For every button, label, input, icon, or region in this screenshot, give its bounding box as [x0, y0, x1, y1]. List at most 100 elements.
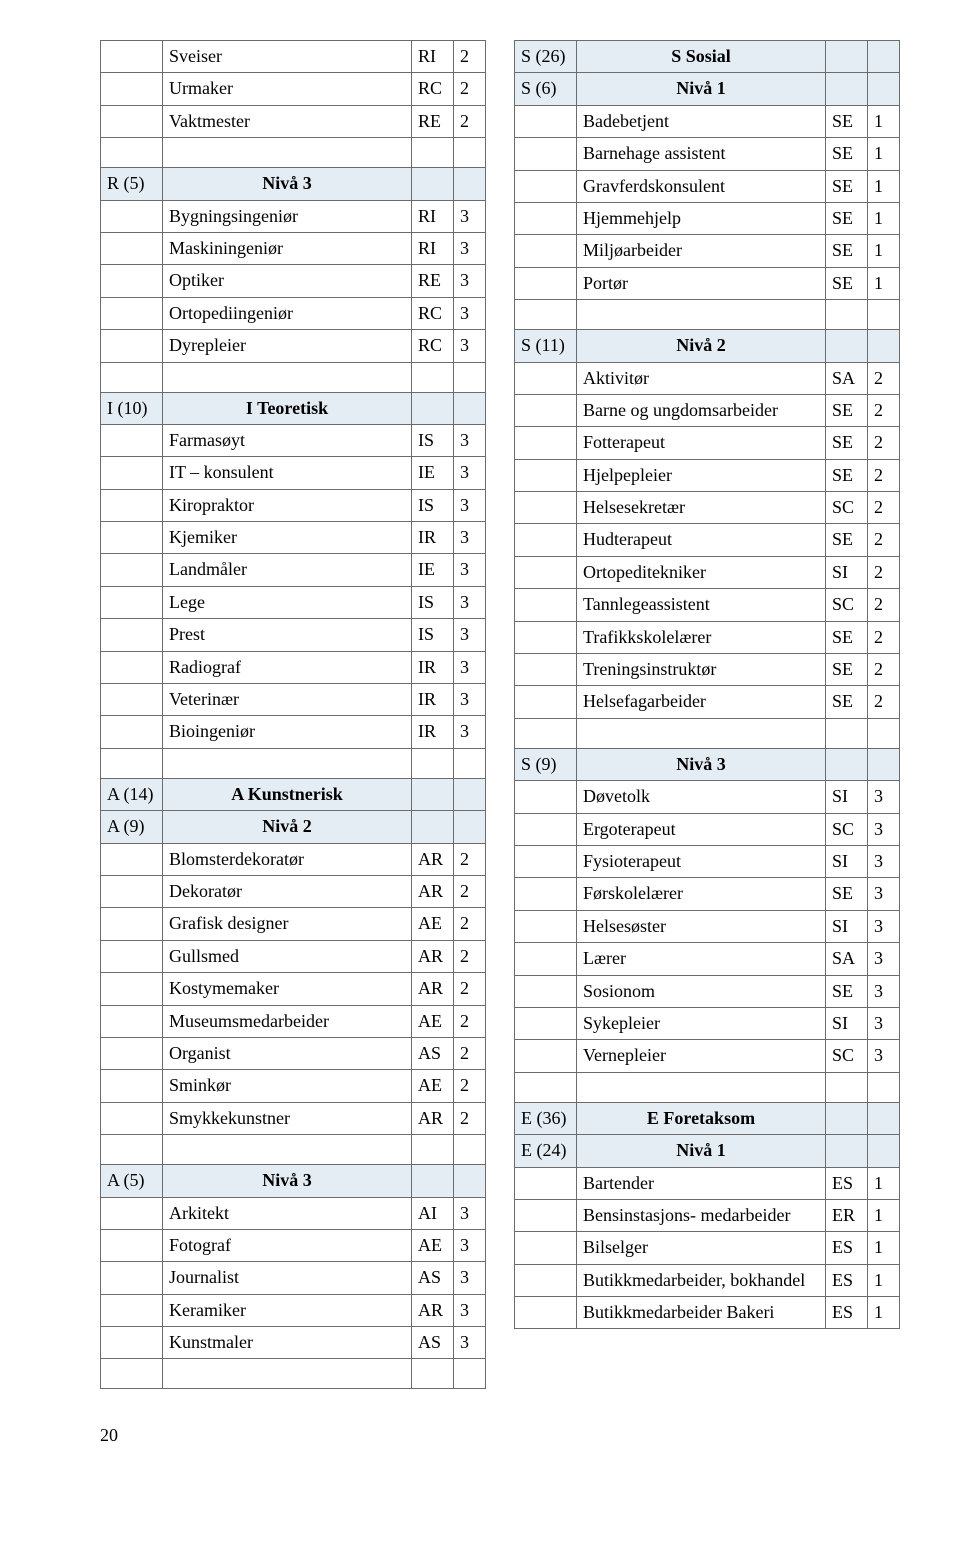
cell-c3: SC — [826, 589, 868, 621]
table-row: HudterapeutSE2 — [515, 524, 900, 556]
cell-c1 — [101, 651, 163, 683]
cell-c2: Blomsterdekoratør — [163, 843, 412, 875]
cell-c4: 3 — [868, 1040, 900, 1072]
cell-c2: Grafisk designer — [163, 908, 412, 940]
cell-c4: 3 — [454, 457, 486, 489]
cell-c1 — [515, 1007, 577, 1039]
table-row: LandmålerIE3 — [101, 554, 486, 586]
cell-c4: 3 — [868, 910, 900, 942]
cell-c1 — [101, 973, 163, 1005]
cell-c1 — [515, 845, 577, 877]
table-row: KjemikerIR3 — [101, 522, 486, 554]
table-row: Bensinstasjons- medarbeiderER1 — [515, 1199, 900, 1231]
cell-c2: S Sosial — [577, 41, 826, 73]
table-row — [515, 718, 900, 748]
cell-c4 — [868, 718, 900, 748]
table-row: UrmakerRC2 — [101, 73, 486, 105]
cell-c4: 1 — [868, 1264, 900, 1296]
cell-c2 — [163, 1135, 412, 1165]
cell-c2: Nivå 3 — [163, 168, 412, 200]
cell-c2: Ortopeditekniker — [577, 556, 826, 588]
cell-c2: Keramiker — [163, 1294, 412, 1326]
cell-c2: Dyrepleier — [163, 330, 412, 362]
cell-c3: ES — [826, 1167, 868, 1199]
cell-c1 — [101, 716, 163, 748]
cell-c4: 3 — [454, 424, 486, 456]
cell-c2: Tannlegeassistent — [577, 589, 826, 621]
cell-c2: Organist — [163, 1037, 412, 1069]
cell-c2: Treningsinstruktør — [577, 654, 826, 686]
cell-c4: 3 — [454, 554, 486, 586]
cell-c3: SE — [826, 975, 868, 1007]
cell-c3: AR — [412, 843, 454, 875]
cell-c1 — [101, 1359, 163, 1389]
cell-c2: Prest — [163, 619, 412, 651]
cell-c3: IE — [412, 554, 454, 586]
cell-c1 — [101, 1005, 163, 1037]
cell-c2 — [163, 138, 412, 168]
cell-c2: Butikkmedarbeider Bakeri — [577, 1297, 826, 1329]
cell-c1 — [101, 940, 163, 972]
table-row — [101, 138, 486, 168]
cell-c2 — [163, 362, 412, 392]
table-row: HelsefagarbeiderSE2 — [515, 686, 900, 718]
cell-c1 — [101, 908, 163, 940]
cell-c1 — [515, 427, 577, 459]
cell-c4: 3 — [454, 489, 486, 521]
cell-c3: AR — [412, 875, 454, 907]
cell-c4: 3 — [454, 232, 486, 264]
cell-c1 — [515, 459, 577, 491]
cell-c4: 2 — [868, 686, 900, 718]
cell-c2: Smykkekunstner — [163, 1102, 412, 1134]
table-row: ErgoterapeutSC3 — [515, 813, 900, 845]
cell-c3 — [412, 392, 454, 424]
cell-c2 — [163, 748, 412, 778]
cell-c1: E (36) — [515, 1102, 577, 1134]
cell-c4: 2 — [868, 589, 900, 621]
cell-c2: Fotograf — [163, 1229, 412, 1261]
table-row: Barnehage assistentSE1 — [515, 138, 900, 170]
cell-c4: 1 — [868, 202, 900, 234]
cell-c4 — [868, 1072, 900, 1102]
cell-c4: 3 — [868, 1007, 900, 1039]
cell-c3 — [826, 1102, 868, 1134]
cell-c4: 2 — [454, 41, 486, 73]
table-row: OrtopediteknikerSI2 — [515, 556, 900, 588]
cell-c1: R (5) — [101, 168, 163, 200]
cell-c3: SE — [826, 235, 868, 267]
cell-c3: SE — [826, 427, 868, 459]
cell-c4: 2 — [454, 940, 486, 972]
cell-c2: Sveiser — [163, 41, 412, 73]
cell-c2: Nivå 2 — [577, 330, 826, 362]
table-row: KunstmalerAS3 — [101, 1327, 486, 1359]
cell-c2: Veterinær — [163, 684, 412, 716]
cell-c1 — [101, 489, 163, 521]
cell-c1 — [515, 105, 577, 137]
cell-c3: IS — [412, 424, 454, 456]
cell-c4: 2 — [868, 427, 900, 459]
cell-c1 — [101, 522, 163, 554]
table-row — [515, 300, 900, 330]
table-row: S (6)Nivå 1 — [515, 73, 900, 105]
cell-c1 — [101, 1070, 163, 1102]
cell-c4: 2 — [868, 524, 900, 556]
table-row: GravferdskonsulentSE1 — [515, 170, 900, 202]
cell-c4: 3 — [454, 716, 486, 748]
cell-c2: IT – konsulent — [163, 457, 412, 489]
cell-c2 — [577, 1072, 826, 1102]
cell-c3 — [412, 138, 454, 168]
table-row: RadiografIR3 — [101, 651, 486, 683]
cell-c4: 3 — [454, 1327, 486, 1359]
cell-c1 — [101, 1135, 163, 1165]
cell-c2: Badebetjent — [577, 105, 826, 137]
table-row: FysioterapeutSI3 — [515, 845, 900, 877]
cell-c4: 2 — [454, 1102, 486, 1134]
cell-c4: 2 — [868, 492, 900, 524]
table-row: VaktmesterRE2 — [101, 105, 486, 137]
cell-c2: Trafikkskolelærer — [577, 621, 826, 653]
cell-c4: 3 — [868, 975, 900, 1007]
cell-c2: Nivå 1 — [577, 1135, 826, 1167]
cell-c1 — [101, 1102, 163, 1134]
cell-c4: 3 — [454, 1294, 486, 1326]
table-row: A (9)Nivå 2 — [101, 811, 486, 843]
